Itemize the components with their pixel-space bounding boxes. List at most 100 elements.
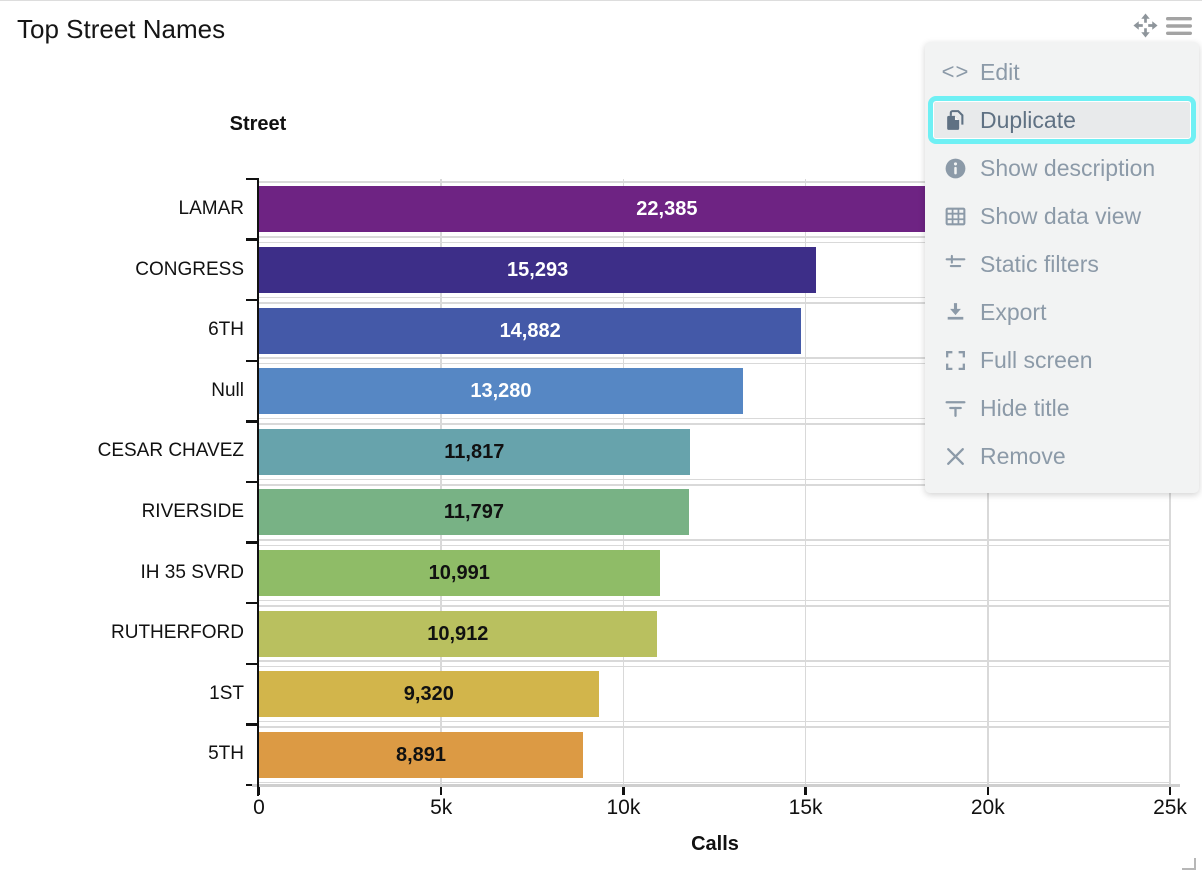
gridline-horizontal <box>259 417 1170 420</box>
x-tick-label: 20k <box>970 796 1005 819</box>
y-tick <box>246 359 259 362</box>
widget-menu-button[interactable] <box>1164 13 1194 43</box>
resize-handle-icon[interactable] <box>1182 858 1196 870</box>
menu-item-show-description[interactable]: Show description <box>925 144 1199 192</box>
duplicate-icon <box>942 107 969 134</box>
x-tick-label: 15k <box>788 796 823 819</box>
category-label: 5TH <box>208 743 244 765</box>
remove-icon <box>942 443 969 470</box>
category-label: RUTHERFORD <box>111 622 244 644</box>
x-axis-title: Calls <box>691 833 739 855</box>
value-label: 10,991 <box>428 561 490 584</box>
x-tick-label: 5k <box>430 796 453 819</box>
bar[interactable]: 15,293 <box>259 246 817 293</box>
y-tick <box>246 541 259 544</box>
gridline-horizontal <box>259 665 1170 668</box>
value-label: 22,385 <box>636 198 698 221</box>
widget-menu: <> Edit Duplicate Show description Show data… <box>925 42 1199 493</box>
menu-item-remove[interactable]: Remove <box>925 432 1199 480</box>
gridline-vertical <box>440 179 442 785</box>
gridline-horizontal <box>259 236 1170 238</box>
value-label: 13,280 <box>470 380 532 403</box>
widget-toolbar <box>1130 13 1194 43</box>
x-tick-label: 10k <box>606 796 641 819</box>
gridline-horizontal <box>259 781 1170 783</box>
gridline-horizontal <box>259 544 1170 547</box>
bar[interactable]: 13,280 <box>259 368 743 415</box>
gridline-horizontal <box>259 660 1170 662</box>
table-icon <box>942 203 969 230</box>
y-tick <box>246 480 259 484</box>
y-tick <box>246 723 259 726</box>
menu-item-duplicate[interactable]: Duplicate <box>928 96 1196 144</box>
gridline-vertical <box>804 179 807 785</box>
y-tick <box>246 420 259 423</box>
bar[interactable]: 9,320 <box>259 671 599 718</box>
y-tick <box>246 602 259 605</box>
menu-item-label: Edit <box>980 58 1020 85</box>
gridline-horizontal <box>259 726 1170 728</box>
x-tick <box>622 785 625 795</box>
gridline-horizontal <box>259 302 1170 304</box>
category-label: IH 35 SVRD <box>140 561 244 583</box>
bar[interactable]: 8,891 <box>259 731 583 778</box>
x-tick <box>986 785 989 795</box>
gridline-horizontal <box>259 181 1170 183</box>
gridline-horizontal <box>259 478 1170 480</box>
menu-item-edit[interactable]: <> Edit <box>925 48 1199 96</box>
bar[interactable]: 11,817 <box>259 428 690 475</box>
menu-item-label: Full screen <box>980 346 1093 373</box>
y-tick <box>246 177 259 181</box>
fullscreen-icon <box>942 347 969 374</box>
info-icon <box>942 155 969 182</box>
gridline-horizontal <box>259 539 1170 541</box>
code-icon: <> <box>941 59 970 84</box>
category-label: CESAR CHAVEZ <box>97 440 244 462</box>
bar[interactable]: 10,991 <box>259 549 660 596</box>
x-tick <box>1168 785 1172 795</box>
x-axis-line <box>252 783 1180 787</box>
y-axis-line <box>256 179 259 796</box>
category-label: 6TH <box>208 319 244 341</box>
menu-item-full-screen[interactable]: Full screen <box>925 336 1199 384</box>
y-tick <box>246 238 259 241</box>
gridline-horizontal <box>259 599 1170 602</box>
filter-icon <box>942 251 969 278</box>
move-button[interactable] <box>1130 13 1160 43</box>
export-icon <box>942 299 969 326</box>
gridline-horizontal <box>259 484 1170 486</box>
x-tick-label: 25k <box>1153 796 1187 819</box>
value-label: 11,817 <box>444 440 505 463</box>
category-label: CONGRESS <box>135 258 244 280</box>
category-label: LAMAR <box>178 198 244 219</box>
category-label: Null <box>211 379 244 401</box>
x-tick-label: 0 <box>253 796 265 819</box>
menu-item-export[interactable]: Export <box>925 288 1199 336</box>
bar[interactable]: 11,797 <box>259 489 689 536</box>
hide-title-icon <box>942 395 969 422</box>
menu-item-label: Static filters <box>980 250 1099 277</box>
value-label: 15,293 <box>507 258 569 281</box>
bar[interactable]: 14,882 <box>259 307 802 354</box>
move-icon <box>1132 12 1159 44</box>
value-label: 9,320 <box>403 683 454 706</box>
y-tick <box>246 299 259 302</box>
menu-item-hide-title[interactable]: Hide title <box>925 384 1199 432</box>
menu-item-label: Hide title <box>980 394 1070 421</box>
menu-item-label: Duplicate <box>980 106 1076 133</box>
bar[interactable]: 10,912 <box>259 610 657 657</box>
menu-item-static-filters[interactable]: Static filters <box>925 240 1199 288</box>
page-title: Top Street Names <box>17 14 226 44</box>
menu-item-label: Export <box>980 298 1047 325</box>
gridline-vertical <box>622 179 625 785</box>
gridline-horizontal <box>259 423 1170 425</box>
category-label: 1ST <box>209 682 244 704</box>
gridline-horizontal <box>259 605 1170 607</box>
hamburger-icon <box>1165 14 1193 43</box>
gridline-horizontal <box>259 362 1170 365</box>
category-label: RIVERSIDE <box>141 501 244 522</box>
menu-item-label: Show data view <box>980 202 1142 229</box>
menu-item-show-data-view[interactable]: Show data view <box>925 192 1199 240</box>
